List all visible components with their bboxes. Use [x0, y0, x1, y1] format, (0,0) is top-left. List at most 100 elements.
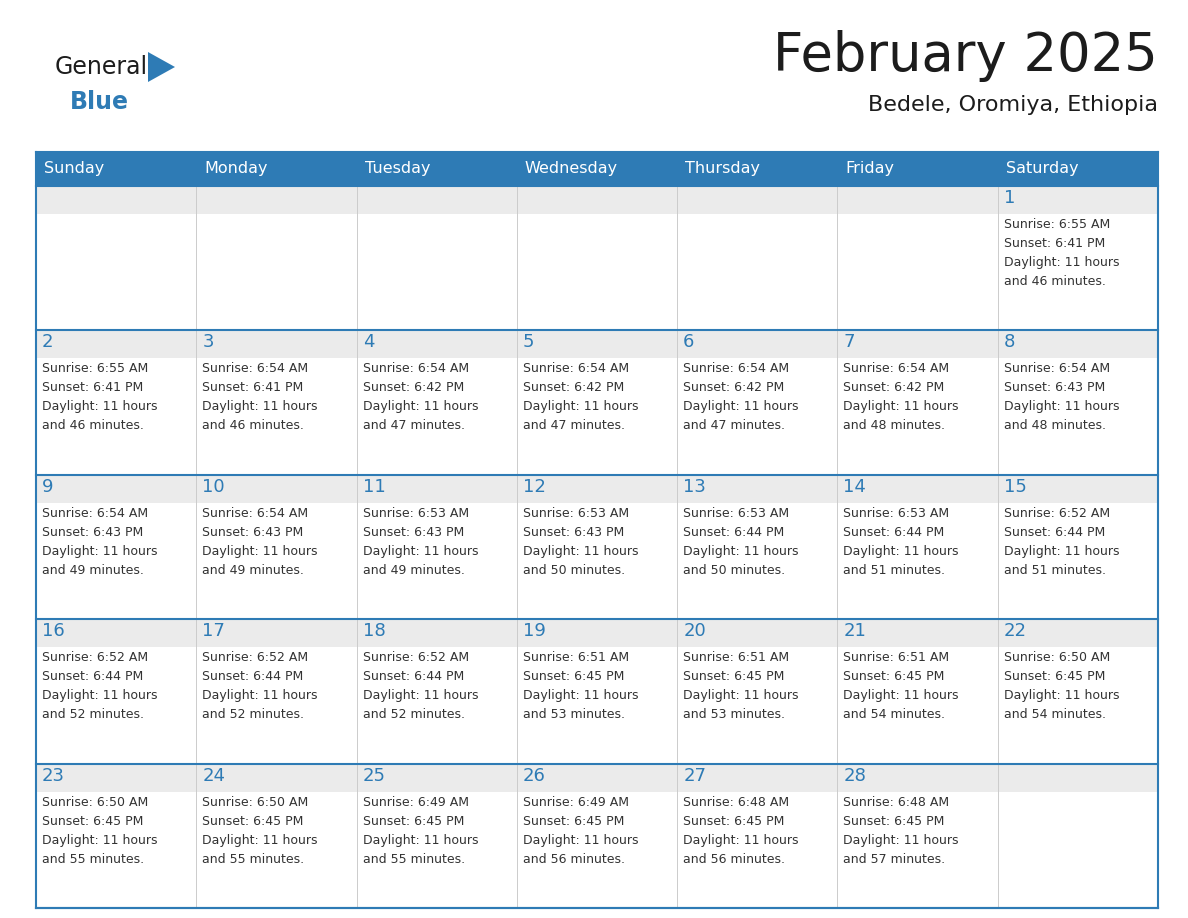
Text: Sunrise: 6:50 AM: Sunrise: 6:50 AM — [1004, 651, 1110, 665]
Text: Sunrise: 6:53 AM: Sunrise: 6:53 AM — [523, 507, 628, 520]
Text: Sunset: 6:44 PM: Sunset: 6:44 PM — [1004, 526, 1105, 539]
Text: Sunset: 6:45 PM: Sunset: 6:45 PM — [843, 670, 944, 683]
Text: Sunset: 6:43 PM: Sunset: 6:43 PM — [42, 526, 144, 539]
Text: 12: 12 — [523, 477, 545, 496]
Text: Daylight: 11 hours: Daylight: 11 hours — [683, 400, 798, 413]
Text: 20: 20 — [683, 622, 706, 640]
Text: Daylight: 11 hours: Daylight: 11 hours — [523, 834, 638, 846]
Text: Sunrise: 6:48 AM: Sunrise: 6:48 AM — [843, 796, 949, 809]
Text: Daylight: 11 hours: Daylight: 11 hours — [1004, 689, 1119, 702]
Text: and 49 minutes.: and 49 minutes. — [42, 564, 144, 577]
Text: and 53 minutes.: and 53 minutes. — [683, 708, 785, 722]
Text: 10: 10 — [202, 477, 225, 496]
Text: Sunset: 6:44 PM: Sunset: 6:44 PM — [843, 526, 944, 539]
Text: 6: 6 — [683, 333, 695, 352]
Text: Sunset: 6:45 PM: Sunset: 6:45 PM — [523, 670, 624, 683]
Text: 19: 19 — [523, 622, 545, 640]
Text: and 57 minutes.: and 57 minutes. — [843, 853, 946, 866]
Text: Sunrise: 6:55 AM: Sunrise: 6:55 AM — [1004, 218, 1110, 231]
Text: Sunrise: 6:54 AM: Sunrise: 6:54 AM — [523, 363, 628, 375]
Text: Daylight: 11 hours: Daylight: 11 hours — [202, 834, 317, 846]
Text: Bedele, Oromiya, Ethiopia: Bedele, Oromiya, Ethiopia — [868, 95, 1158, 115]
Text: Sunset: 6:45 PM: Sunset: 6:45 PM — [202, 814, 304, 828]
Text: and 55 minutes.: and 55 minutes. — [362, 853, 465, 866]
Text: 16: 16 — [42, 622, 65, 640]
Text: Sunrise: 6:54 AM: Sunrise: 6:54 AM — [202, 507, 309, 520]
Text: and 51 minutes.: and 51 minutes. — [843, 564, 946, 577]
Text: 8: 8 — [1004, 333, 1015, 352]
Text: and 55 minutes.: and 55 minutes. — [202, 853, 304, 866]
Text: 17: 17 — [202, 622, 226, 640]
Text: Sunrise: 6:55 AM: Sunrise: 6:55 AM — [42, 363, 148, 375]
Text: 7: 7 — [843, 333, 855, 352]
Text: Daylight: 11 hours: Daylight: 11 hours — [362, 400, 478, 413]
Text: and 52 minutes.: and 52 minutes. — [42, 708, 144, 722]
Text: Daylight: 11 hours: Daylight: 11 hours — [362, 689, 478, 702]
Text: 5: 5 — [523, 333, 535, 352]
Text: and 53 minutes.: and 53 minutes. — [523, 708, 625, 722]
Text: 13: 13 — [683, 477, 706, 496]
Text: and 47 minutes.: and 47 minutes. — [523, 420, 625, 432]
Text: Sunrise: 6:51 AM: Sunrise: 6:51 AM — [683, 651, 789, 665]
Text: Thursday: Thursday — [685, 162, 760, 176]
Text: Daylight: 11 hours: Daylight: 11 hours — [843, 834, 959, 846]
Text: 18: 18 — [362, 622, 385, 640]
Text: Sunset: 6:41 PM: Sunset: 6:41 PM — [202, 381, 304, 395]
Text: Sunset: 6:44 PM: Sunset: 6:44 PM — [683, 526, 784, 539]
Text: Sunset: 6:42 PM: Sunset: 6:42 PM — [362, 381, 463, 395]
Text: Sunset: 6:43 PM: Sunset: 6:43 PM — [202, 526, 304, 539]
Text: 28: 28 — [843, 767, 866, 785]
Text: and 49 minutes.: and 49 minutes. — [362, 564, 465, 577]
Text: Saturday: Saturday — [1006, 162, 1079, 176]
Text: Sunset: 6:45 PM: Sunset: 6:45 PM — [42, 814, 144, 828]
Text: and 47 minutes.: and 47 minutes. — [683, 420, 785, 432]
Text: and 54 minutes.: and 54 minutes. — [843, 708, 946, 722]
Text: Sunrise: 6:48 AM: Sunrise: 6:48 AM — [683, 796, 789, 809]
Text: Daylight: 11 hours: Daylight: 11 hours — [202, 400, 317, 413]
Text: Friday: Friday — [846, 162, 895, 176]
Text: and 47 minutes.: and 47 minutes. — [362, 420, 465, 432]
Text: Sunset: 6:44 PM: Sunset: 6:44 PM — [42, 670, 144, 683]
Text: 26: 26 — [523, 767, 545, 785]
Text: Daylight: 11 hours: Daylight: 11 hours — [1004, 544, 1119, 558]
Text: 9: 9 — [42, 477, 53, 496]
Text: Sunrise: 6:52 AM: Sunrise: 6:52 AM — [202, 651, 309, 665]
Text: and 46 minutes.: and 46 minutes. — [42, 420, 144, 432]
Text: Sunset: 6:41 PM: Sunset: 6:41 PM — [1004, 237, 1105, 250]
Text: Daylight: 11 hours: Daylight: 11 hours — [42, 689, 158, 702]
Text: 3: 3 — [202, 333, 214, 352]
Text: Daylight: 11 hours: Daylight: 11 hours — [202, 689, 317, 702]
Text: Daylight: 11 hours: Daylight: 11 hours — [523, 689, 638, 702]
Text: Sunset: 6:41 PM: Sunset: 6:41 PM — [42, 381, 144, 395]
Text: 22: 22 — [1004, 622, 1026, 640]
Text: Daylight: 11 hours: Daylight: 11 hours — [362, 834, 478, 846]
Text: Sunrise: 6:54 AM: Sunrise: 6:54 AM — [683, 363, 789, 375]
Text: Daylight: 11 hours: Daylight: 11 hours — [683, 544, 798, 558]
Text: Sunset: 6:44 PM: Sunset: 6:44 PM — [362, 670, 463, 683]
Text: Sunset: 6:45 PM: Sunset: 6:45 PM — [362, 814, 465, 828]
Text: Sunrise: 6:53 AM: Sunrise: 6:53 AM — [843, 507, 949, 520]
Text: Daylight: 11 hours: Daylight: 11 hours — [202, 544, 317, 558]
Text: Daylight: 11 hours: Daylight: 11 hours — [362, 544, 478, 558]
Text: and 56 minutes.: and 56 minutes. — [683, 853, 785, 866]
Text: Sunday: Sunday — [44, 162, 105, 176]
Text: Sunset: 6:42 PM: Sunset: 6:42 PM — [523, 381, 624, 395]
Text: Sunset: 6:44 PM: Sunset: 6:44 PM — [202, 670, 304, 683]
Text: and 52 minutes.: and 52 minutes. — [202, 708, 304, 722]
Text: Wednesday: Wednesday — [525, 162, 618, 176]
Text: Sunrise: 6:54 AM: Sunrise: 6:54 AM — [362, 363, 469, 375]
Text: 1: 1 — [1004, 189, 1015, 207]
Text: Sunset: 6:42 PM: Sunset: 6:42 PM — [843, 381, 944, 395]
Text: Sunrise: 6:53 AM: Sunrise: 6:53 AM — [683, 507, 789, 520]
Text: Sunrise: 6:51 AM: Sunrise: 6:51 AM — [843, 651, 949, 665]
Text: Sunset: 6:45 PM: Sunset: 6:45 PM — [683, 814, 784, 828]
Text: Sunrise: 6:51 AM: Sunrise: 6:51 AM — [523, 651, 628, 665]
Text: 27: 27 — [683, 767, 706, 785]
Text: 15: 15 — [1004, 477, 1026, 496]
Text: 25: 25 — [362, 767, 386, 785]
Text: and 51 minutes.: and 51 minutes. — [1004, 564, 1106, 577]
Text: Sunset: 6:42 PM: Sunset: 6:42 PM — [683, 381, 784, 395]
Text: and 52 minutes.: and 52 minutes. — [362, 708, 465, 722]
Text: and 46 minutes.: and 46 minutes. — [202, 420, 304, 432]
Text: and 55 minutes.: and 55 minutes. — [42, 853, 144, 866]
